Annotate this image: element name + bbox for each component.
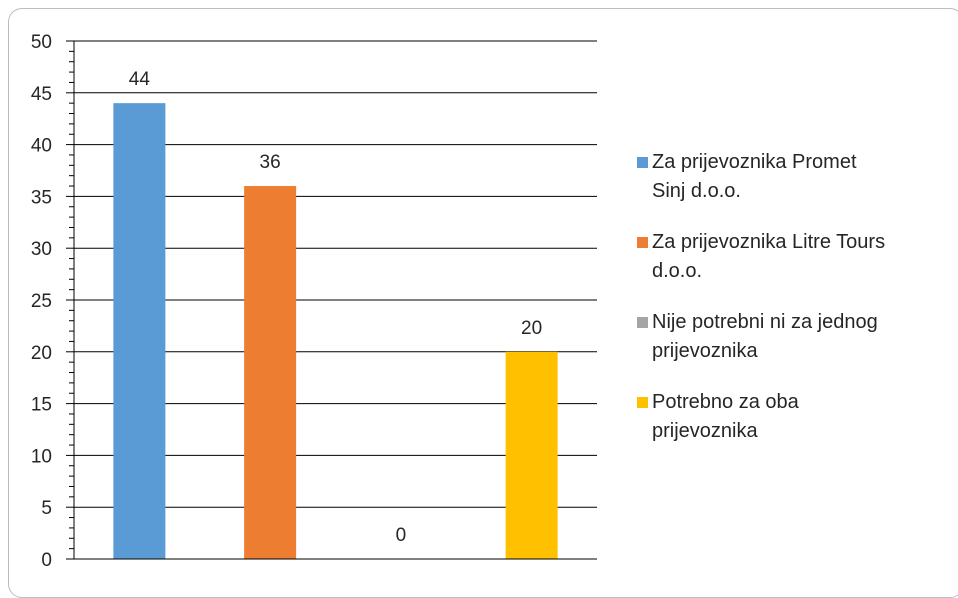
legend-item-promet-sinj: Za prijevoznika Promet Sinj d.o.o. xyxy=(637,148,952,206)
legend-label-line: prijevoznika xyxy=(652,340,758,362)
legend-label-line: Nije potrebni ni za jednog xyxy=(652,311,878,333)
y-tick-label: 45 xyxy=(31,84,52,105)
bar-chart: 0 5 10 15 20 25 30 35 40 45 50 44 36 0 20 xyxy=(31,32,597,571)
y-tick-label: 30 xyxy=(31,239,52,260)
legend-swatch xyxy=(637,237,648,248)
data-label: 44 xyxy=(129,69,151,90)
legend-label-line: Za prijevoznika Litre Tours xyxy=(652,231,886,253)
legend-swatch xyxy=(637,397,648,408)
y-tick-label: 20 xyxy=(31,343,52,364)
data-label: 20 xyxy=(521,318,542,339)
data-label: 0 xyxy=(396,525,407,546)
bar xyxy=(505,351,558,559)
legend-label-line: Potrebno za oba xyxy=(652,391,799,413)
y-tick-label: 35 xyxy=(31,187,52,208)
data-label: 36 xyxy=(260,152,281,173)
y-tick-label: 15 xyxy=(31,395,52,416)
y-tick-label: 40 xyxy=(31,136,52,157)
bar xyxy=(244,186,297,560)
legend-swatch xyxy=(637,317,648,328)
y-tick-label: 5 xyxy=(41,498,52,519)
y-tick-label: 25 xyxy=(31,291,52,312)
y-tick-label: 10 xyxy=(31,446,52,467)
bar xyxy=(113,103,166,559)
legend-label-line: Za prijevoznika Promet xyxy=(652,151,857,173)
legend-label-line: Sinj d.o.o. xyxy=(652,180,741,202)
legend-label-line: prijevoznika xyxy=(652,420,758,442)
legend-item-nije-potrebni: Nije potrebni ni za jednog prijevoznika xyxy=(637,308,952,366)
legend-item-potrebno-za-oba: Potrebno za oba prijevoznika xyxy=(637,388,952,446)
chart-frame xyxy=(8,8,958,598)
legend-label-line: d.o.o. xyxy=(652,260,703,282)
legend-swatch xyxy=(637,157,648,168)
legend: Za prijevoznika Promet Sinj d.o.o. Za pr… xyxy=(637,148,952,468)
y-tick-label: 50 xyxy=(31,32,52,53)
legend-item-litre-tours: Za prijevoznika Litre Tours d.o.o. xyxy=(637,228,952,286)
y-tick-label: 0 xyxy=(41,550,52,571)
